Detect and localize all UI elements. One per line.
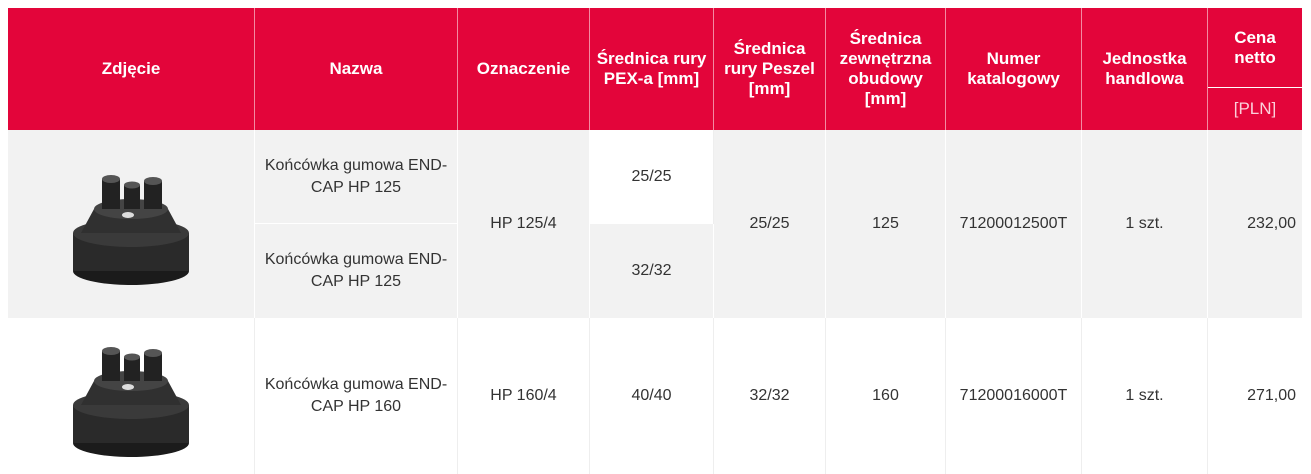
designation-cell: HP 160/4: [458, 318, 590, 474]
pex-cell: 40/40: [590, 318, 714, 474]
cell-text: Zdjęcie: [102, 59, 161, 79]
cell-text: Końcówka gumowa END-CAP HP 125: [261, 249, 451, 293]
product-image: [66, 321, 196, 471]
cell-text: Średnica zewnętrzna obudowy [mm]: [832, 29, 939, 109]
cell-text: 40/40: [631, 385, 671, 407]
header-cell: Nazwa: [255, 8, 458, 130]
name-cell: Końcówka gumowa END-CAP HP 125: [255, 130, 458, 224]
header-cell: Średnica rury PEX-a [mm]: [590, 8, 714, 130]
name-cell: Końcówka gumowa END-CAP HP 160: [255, 318, 458, 474]
cell-text: 125: [872, 213, 899, 235]
cell-text: 271,00: [1247, 385, 1296, 407]
designation-cell: HP 125/4: [458, 130, 590, 318]
photo-cell: [8, 318, 255, 474]
cell-text: Średnica rury PEX-a [mm]: [596, 49, 707, 89]
peszel-cell: 32/32: [714, 318, 826, 474]
cell-text: Numer katalogowy: [952, 49, 1075, 89]
header-cell: Cena netto: [1208, 8, 1302, 87]
cell-text: 1 szt.: [1125, 213, 1163, 235]
pex-cell: 25/25: [590, 130, 714, 224]
header-cell: Średnica zewnętrzna obudowy [mm]: [826, 8, 946, 130]
cell-text: Jednostka handlowa: [1088, 49, 1201, 89]
cell-text: 1 szt.: [1125, 385, 1163, 407]
peszel-cell: 25/25: [714, 130, 826, 318]
name-cell: Końcówka gumowa END-CAP HP 125: [255, 224, 458, 318]
cell-text: Nazwa: [330, 59, 383, 79]
cell-text: 25/25: [749, 213, 789, 235]
housing-cell: 160: [826, 318, 946, 474]
cell-text: 71200012500T: [960, 213, 1068, 235]
product-image: [66, 159, 196, 289]
cell-text: 160: [872, 385, 899, 407]
cell-text: HP 125/4: [490, 213, 556, 235]
cell-text: Końcówka gumowa END-CAP HP 160: [261, 374, 451, 418]
catalog-cell: 71200016000T: [946, 318, 1082, 474]
header-cell: Numer katalogowy: [946, 8, 1082, 130]
cell-text: 71200016000T: [960, 385, 1068, 407]
header-cell: Oznaczenie: [458, 8, 590, 130]
cell-text: Cena netto: [1214, 28, 1296, 68]
price-cell: 271,00: [1208, 318, 1302, 474]
pex-cell: 32/32: [590, 224, 714, 318]
price-cell: 232,00: [1208, 130, 1302, 318]
catalog-cell: 71200012500T: [946, 130, 1082, 318]
header-cell: Zdjęcie: [8, 8, 255, 130]
header-unit: [PLN]: [1208, 88, 1302, 130]
cell-text: Końcówka gumowa END-CAP HP 125: [261, 155, 451, 199]
cell-text: Średnica rury Peszel [mm]: [720, 39, 819, 99]
cell-text: HP 160/4: [490, 385, 556, 407]
cell-text: 32/32: [749, 385, 789, 407]
product-table: Zdjęcie Nazwa Oznaczenie Średnica rury PEX-…: [0, 0, 1311, 474]
cell-text: Oznaczenie: [477, 59, 571, 79]
header-cell: Jednostka handlowa: [1082, 8, 1208, 130]
unit-cell: 1 szt.: [1082, 318, 1208, 474]
cell-text: 32/32: [631, 260, 671, 282]
unit-cell: 1 szt.: [1082, 130, 1208, 318]
cell-text: 232,00: [1247, 213, 1296, 235]
cell-text: 25/25: [631, 166, 671, 188]
photo-cell: [8, 130, 255, 318]
header-cell: Średnica rury Peszel [mm]: [714, 8, 826, 130]
housing-cell: 125: [826, 130, 946, 318]
cell-text: [PLN]: [1234, 99, 1277, 119]
